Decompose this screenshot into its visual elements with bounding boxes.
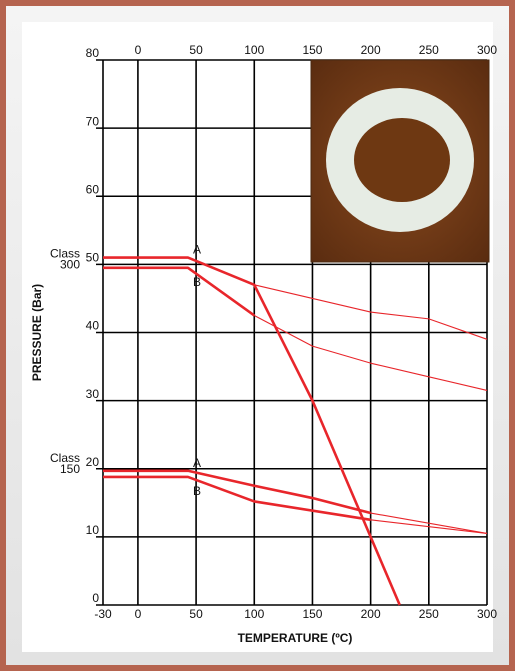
y-tick-label: 70 [86,114,100,128]
x-tick-label: 50 [189,607,203,621]
x-tick-label: 100 [244,607,264,621]
y-tick-label: 30 [86,387,100,401]
x2-tick-label: 50 [189,43,203,57]
series-label: B [193,275,201,289]
x2-tick-label: 0 [135,43,142,57]
series-label: A [193,243,201,257]
x2-tick-label: 100 [244,43,264,57]
y-tick-label: 80 [86,46,100,60]
x-tick-label: 300 [477,607,497,621]
x2-tick-label: 300 [477,43,497,57]
x-tick-label: 0 [135,607,142,621]
x-tick-label: -30 [94,607,112,621]
x-tick-label: 250 [419,607,439,621]
chart: -30 0 50 100 150 200 250 300 0 50 100 150 200 250 300 0… [0,0,515,671]
page: {"chart_data": { "type": "line", "x_labe… [0,0,515,671]
series-label: A [193,456,201,470]
x-tick-label: 150 [302,607,322,621]
y-tick-label: 50 [86,251,100,265]
y-tick-label: 0 [92,591,99,605]
x2-tick-label: 150 [302,43,322,57]
photo [311,60,489,262]
class-label-line: 300 [60,258,80,272]
y-tick-label: 40 [86,319,100,333]
y-axis-title: PRESSURE (Bar) [30,284,44,381]
y-tick-label: 60 [86,182,100,196]
series-label: B [193,484,201,498]
y-tick-label: 10 [86,523,100,537]
x2-tick-label: 250 [419,43,439,57]
x2-tick-label: 200 [361,43,381,57]
x-tick-label: 200 [361,607,381,621]
y-tick-label: 20 [86,455,100,469]
ring-hole [354,118,450,202]
x-axis-title: TEMPERATURE (ºC) [238,631,353,645]
class-label-line: 150 [60,462,80,476]
